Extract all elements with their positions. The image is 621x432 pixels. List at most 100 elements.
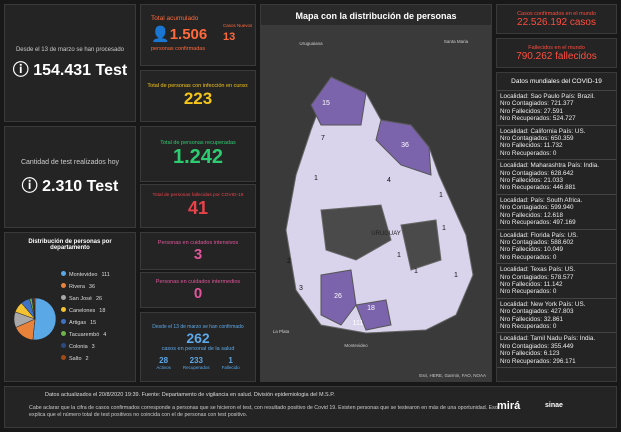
region-count: 1: [454, 272, 458, 279]
label: Desde el 13 de marzo se han procesado: [15, 46, 125, 53]
world-cases-panel: Casos confirmados en el mundo 22.526.192…: [496, 4, 617, 34]
label: Total acumulado: [151, 15, 199, 22]
region-count: 26: [334, 293, 342, 300]
entry-line: Nro Fallecidos: 27.591: [500, 107, 564, 115]
region-count: 2: [287, 258, 291, 265]
legend-name: Montevideo: [69, 272, 98, 278]
value: 223: [183, 89, 213, 108]
legend-entry: Rivera 36: [61, 281, 110, 293]
world-entry[interactable]: Localidad: Texas País: US. Nro Contagiado…: [497, 264, 616, 299]
region-count: 3: [299, 285, 303, 292]
part: 1 Fallecido: [222, 356, 240, 370]
legend-dot: [61, 331, 66, 336]
entry-line: Localidad: Maharashtra País: India.: [500, 162, 600, 170]
world-entry[interactable]: Localidad: Tamil Nadu País: India. Nro Co…: [497, 333, 616, 368]
legend-dot: [61, 355, 66, 360]
entry-line: Nro Recuperados: 0: [500, 253, 557, 261]
part-label: Recuperados: [182, 365, 210, 370]
value: ⓘ 2.310 Test: [21, 177, 119, 195]
updated: Datos actualizados el 20/8/2020 19:39. F…: [45, 392, 335, 398]
title: Datos mundiales del COVID-19: [497, 73, 616, 91]
world-deaths-panel: Fallecidos en el mundo 790.262 fallecido…: [496, 38, 617, 68]
place-label: Uruguaiana: [299, 41, 323, 46]
entry-line: Localidad: New York País: US.: [500, 300, 586, 308]
value: 1.242: [172, 145, 224, 168]
footer: Datos actualizados el 20/8/2020 19:39. F…: [4, 386, 617, 428]
entry-line: Nro Fallecidos: 11.142: [500, 280, 563, 288]
entry-line: Localidad: Florida País: US.: [500, 231, 579, 239]
legend-value: 15: [90, 320, 97, 326]
legend-dot: [61, 271, 66, 276]
legend-entry: Colonia 3: [61, 341, 110, 353]
new-value: 13: [223, 31, 236, 43]
entry-line: Nro Recuperados: 497.169: [500, 219, 576, 227]
value-text: 2.310 Test: [42, 177, 119, 195]
entry-line: Nro Recuperados: 296.171: [500, 357, 576, 365]
world-list-panel: Datos mundiales del COVID-19 Localidad: …: [496, 72, 617, 382]
value: 0: [193, 284, 203, 302]
entry-line: Localidad: Sao Paulo País: Brazil.: [500, 93, 595, 100]
world-entry[interactable]: Localidad: California País: US. Nro Conta…: [497, 126, 616, 161]
map-panel: Mapa con la distribución de personas 15 7…: [260, 4, 492, 382]
region-zero: [320, 204, 392, 261]
region-count: 7: [321, 135, 325, 142]
label: Desde el 13 de marzo se han confirmado: [152, 324, 244, 330]
entry-line: Nro Contagiados: 721.377: [500, 100, 574, 108]
intermediate-panel: Personas en cuidados intermedios 0: [140, 272, 256, 308]
region-count: 1: [397, 252, 401, 259]
entry-line: Nro Contagiados: 588.602: [500, 238, 574, 246]
entry-line: Nro Contagiados: 650.359: [500, 135, 574, 143]
legend-entry: Salto 2: [61, 353, 110, 365]
deceased-panel: Total de personas fallecidas por COVID-1…: [140, 184, 256, 228]
region-rivera: [375, 119, 432, 176]
entry-line: Localidad: California País: US.: [500, 127, 586, 135]
pie-slice: [33, 297, 36, 320]
label: Casos confirmados en el mundo: [517, 10, 596, 17]
entry-line: Nro Fallecidos: 12.618: [500, 211, 564, 219]
place-label: URUGUAY: [371, 231, 401, 237]
entry-line: Localidad: Tamil Nadu País: India.: [500, 335, 596, 343]
place-label: La Plata: [273, 329, 290, 334]
label: Total de personas con infección en curso…: [147, 83, 249, 89]
entry-line: Nro Recuperados: 0: [500, 322, 557, 330]
pie: [13, 297, 57, 341]
legend-dot: [61, 343, 66, 348]
world-entry[interactable]: Localidad: Maharashtra País: India. Nro C…: [497, 160, 616, 195]
world-list[interactable]: Localidad: Sao Paulo País: Brazil. Nro Co…: [497, 91, 616, 368]
region-count: 15: [322, 100, 330, 107]
region-count: 36: [401, 142, 409, 149]
part-label: Activos: [156, 365, 171, 370]
legend-dot: [61, 307, 66, 312]
part-label: Fallecido: [221, 365, 240, 370]
world-entry[interactable]: Localidad: New York País: US. Nro Contagi…: [497, 299, 616, 334]
accumulated-panel: Total acumulado 👤1.506 personas confirma…: [140, 4, 256, 66]
world-entry[interactable]: Localidad: Sao Paulo País: Brazil. Nro Co…: [497, 91, 616, 126]
legend-dot: [61, 283, 66, 288]
legend-value: 2: [85, 356, 89, 362]
legend-value: 111: [101, 272, 110, 278]
parts: 28 Activos 233 Recuperados 1 Fallecido: [156, 356, 239, 370]
place-label: Montevideo: [344, 343, 368, 348]
tests-total-panel: Desde el 13 de marzo se han procesado ⓘ …: [4, 4, 136, 122]
region-count: 1: [314, 175, 318, 182]
world-entry[interactable]: Localidad: Florida País: US. Nro Contagia…: [497, 230, 616, 265]
legend-value: 18: [99, 308, 106, 314]
world-entry[interactable]: Localidad: País: South Africa. Nro Contag…: [497, 195, 616, 230]
sub: personas confirmadas: [151, 46, 206, 52]
part: 233 Recuperados: [183, 356, 210, 370]
legend-name: Colonia: [69, 344, 88, 350]
entry-line: Localidad: País: South Africa.: [500, 196, 583, 204]
region-count: 1: [414, 268, 418, 275]
region-canelones: [355, 299, 392, 331]
value: 22.526.192 casos: [517, 16, 596, 28]
title: Distribución de personas por departament…: [28, 239, 112, 251]
part-value: 233: [189, 356, 203, 365]
legend-entry: Montevideo 111: [61, 269, 110, 281]
entry-line: Nro Recuperados: 524.727: [500, 115, 576, 123]
region-count: 18: [367, 305, 375, 312]
legend-name: Tacuarembó: [69, 332, 100, 338]
entry-line: Nro Fallecidos: 21.033: [500, 177, 564, 185]
entry-line: Nro Contagiados: 599.940: [500, 204, 574, 212]
legend-entry: Artigas 15: [61, 317, 110, 329]
